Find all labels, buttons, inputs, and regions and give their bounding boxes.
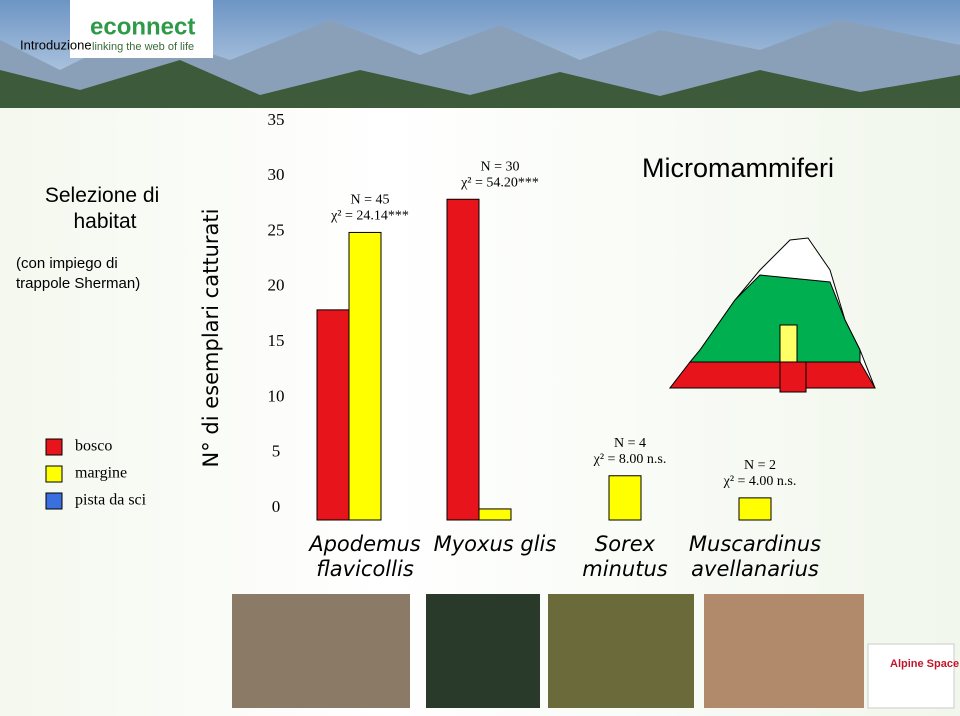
forest	[0, 60, 960, 108]
annotation-n: N = 2	[744, 458, 776, 473]
photo-sorex	[548, 594, 694, 708]
x-tick-label: Apodemus flavicollis	[309, 532, 421, 581]
bar	[348, 231, 382, 521]
mountain-icon	[668, 237, 876, 393]
sidebar-title: Selezione di habitat	[45, 184, 165, 233]
bar	[738, 497, 772, 521]
logo-box	[70, 0, 213, 58]
bar	[608, 475, 642, 521]
bar	[446, 198, 480, 521]
legend-swatch	[45, 438, 63, 456]
y-tick-label: 35	[268, 110, 285, 129]
annotation-chi: χ² = 54.20***	[460, 175, 539, 190]
annotation-n: N = 45	[350, 193, 389, 208]
tagline: linking the web of life	[92, 41, 194, 53]
x-tick-label: Sorex minutus	[582, 532, 668, 581]
y-tick-label: 10	[268, 386, 285, 405]
x-tick-label: Myoxus glis	[433, 532, 557, 556]
legend-label: margine	[75, 465, 127, 482]
legend-label: pista da sci	[75, 492, 147, 509]
bar	[316, 309, 350, 521]
annotation-chi: χ² = 8.00 n.s.	[593, 452, 667, 467]
legend-label: bosco	[75, 438, 112, 455]
sidebar-title-line: habitat	[73, 210, 136, 233]
photo-myoxus	[426, 594, 540, 708]
legend-swatch	[45, 492, 63, 510]
y-tick-label: 0	[272, 497, 281, 516]
photo-apodemus	[232, 594, 410, 708]
y-tick-label: 30	[268, 165, 285, 184]
annotation-chi: χ² = 24.14***	[330, 209, 409, 224]
chart-title: Micromammiferi	[642, 153, 834, 183]
legend-swatch	[45, 465, 63, 483]
annotation-n: N = 4	[614, 436, 646, 451]
sidebar-note: (con impiego di trappole Sherman)	[16, 255, 141, 292]
annotation-n: N = 30	[480, 159, 519, 174]
section: Introduzione	[20, 37, 92, 52]
photo-muscardinus	[704, 594, 864, 708]
annotation-chi: χ² = 4.00 n.s.	[723, 474, 797, 489]
footer-logo: Alpine Space	[890, 658, 959, 670]
y-tick-label: 5	[272, 442, 281, 461]
y-tick-label: 15	[268, 331, 285, 350]
x-tick-label: Muscardinus avellanarius	[688, 532, 822, 581]
logo: econnect	[90, 13, 195, 40]
bar	[478, 508, 512, 521]
y-tick-label: 25	[268, 220, 285, 239]
footer-logo-box	[867, 643, 955, 709]
y-axis-label: N° di esemplari catturati	[199, 209, 223, 468]
y-tick-label: 20	[268, 276, 285, 295]
sidebar-title-text: Selezione di	[45, 184, 159, 207]
